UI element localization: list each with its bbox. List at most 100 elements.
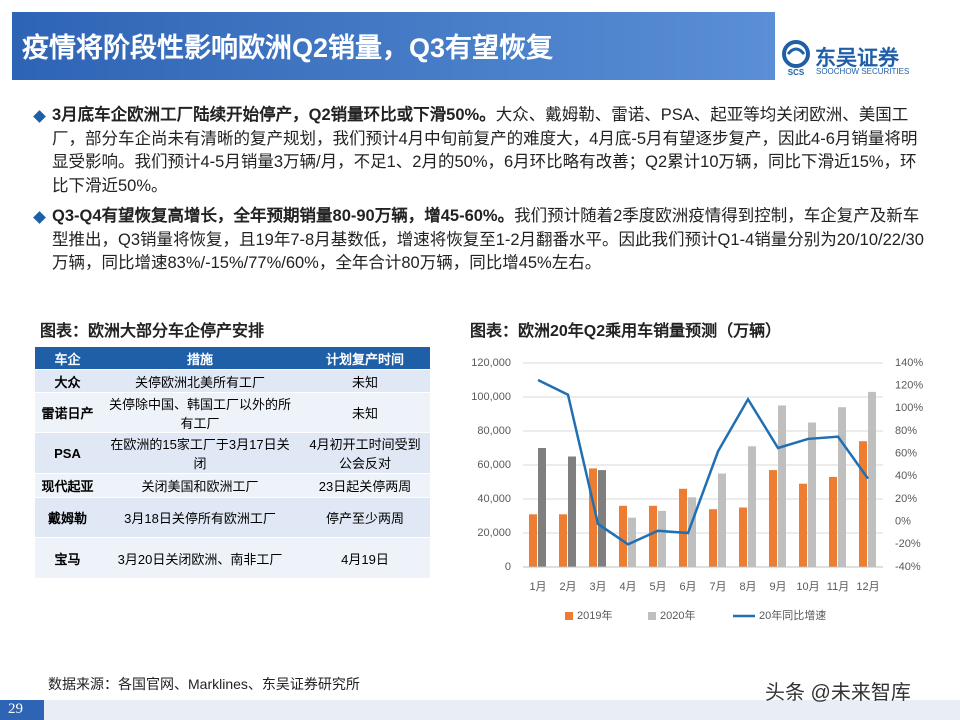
x-tick-label: 12月 bbox=[856, 581, 879, 593]
bullet-icon bbox=[33, 110, 46, 123]
x-tick-label: 3月 bbox=[589, 581, 606, 593]
legend-swatch bbox=[648, 612, 656, 620]
footer-bar bbox=[0, 700, 960, 720]
table-header: 车企 措施 计划复产时间 bbox=[35, 347, 430, 370]
legend-label: 20年同比增速 bbox=[759, 608, 826, 622]
x-tick-label: 4月 bbox=[619, 581, 636, 593]
table-cell: 关停欧洲北美所有工厂 bbox=[100, 369, 300, 393]
table-cell: 4月19日 bbox=[300, 537, 430, 579]
chart: 0 20,000 40,000 60,000 80,000 100,000 120,000 -… bbox=[471, 357, 923, 622]
y-tick-label: 120,000 bbox=[471, 357, 511, 369]
page-tab bbox=[0, 700, 44, 720]
legend-swatch bbox=[565, 612, 573, 620]
title-bar bbox=[12, 12, 775, 80]
bar bbox=[568, 456, 576, 567]
bar bbox=[718, 473, 726, 567]
table-cell: 在欧洲的15家工厂于3月17日关闭 bbox=[100, 432, 300, 474]
bar bbox=[829, 476, 837, 567]
table-cell: 停产至少两周 bbox=[300, 497, 430, 538]
table-cell: 大众 bbox=[35, 369, 100, 393]
table-row: 大众 关停欧洲北美所有工厂 未知 bbox=[35, 369, 430, 393]
x-tick-label: 11月 bbox=[827, 581, 849, 593]
watermark: 头条 @未来智库 bbox=[765, 682, 911, 704]
bar bbox=[529, 514, 537, 567]
y-tick-label: 0 bbox=[505, 561, 511, 573]
table-cell: 未知 bbox=[300, 392, 430, 433]
table-row: 现代起亚 关闭美国和欧洲工厂 23日起关停两周 bbox=[35, 473, 430, 498]
table-cell: 关停除中国、韩国工厂以外的所有工厂 bbox=[100, 392, 300, 433]
bar bbox=[538, 448, 546, 567]
y-tick-label: 20,000 bbox=[477, 527, 511, 539]
table-row: 戴姆勒 3月18日关停所有欧洲工厂 停产至少两周 bbox=[35, 497, 430, 538]
bar bbox=[658, 510, 666, 567]
bar bbox=[679, 488, 687, 567]
bullet: 3月底车企欧洲工厂陆续开始停产，Q2销量环比或下滑50%。大众、戴姆勒、雷诺、P… bbox=[52, 104, 924, 198]
bullet: Q3-Q4有望恢复高增长，全年预期销量80-90万辆，增45-60%。我们预计随… bbox=[52, 205, 924, 276]
bar bbox=[559, 514, 567, 567]
legend-label: 2020年 bbox=[660, 608, 695, 622]
bar bbox=[748, 446, 756, 567]
slide-title: 疫情将阶段性影响欧洲Q2销量，Q3有望恢复 bbox=[22, 33, 554, 63]
bar bbox=[799, 483, 807, 567]
logo-en: SOOCHOW SECURITIES bbox=[816, 67, 910, 76]
table-row: 宝马 3月20日关闭欧洲、南非工厂 4月19日 bbox=[35, 537, 430, 579]
table-cell: 3月20日关闭欧洲、南非工厂 bbox=[100, 537, 300, 579]
bar bbox=[739, 507, 747, 567]
x-tick-label: 6月 bbox=[679, 581, 696, 593]
y2-tick-label: -40% bbox=[895, 561, 921, 573]
bar bbox=[868, 391, 876, 567]
bar bbox=[589, 468, 597, 567]
logo-abbr: SCS bbox=[788, 68, 805, 77]
table-cell: 宝马 bbox=[35, 537, 100, 579]
table-cell: 23日起关停两周 bbox=[300, 473, 430, 498]
table: 车企 措施 计划复产时间 大众 关停欧洲北美所有工厂 未知 雷诺日产 关停除中国、韩国工厂以… bbox=[35, 347, 430, 579]
table-cell: 戴姆勒 bbox=[35, 497, 100, 538]
y2-tick-label: 40% bbox=[895, 470, 917, 482]
y-tick-label: 40,000 bbox=[477, 493, 511, 505]
bullet-text: 我们预计随着2季度欧洲疫情得到控制，车企复产及新车型推出，Q3销量将恢复，且19… bbox=[52, 207, 924, 272]
bar bbox=[688, 497, 696, 567]
y2-tick-label: 120% bbox=[895, 380, 923, 392]
x-tick-label: 5月 bbox=[649, 581, 666, 593]
table-body: 大众 关停欧洲北美所有工厂 未知 雷诺日产 关停除中国、韩国工厂以外的所有工厂 未知 PSA… bbox=[35, 369, 430, 579]
bullet-bold: Q3-Q4有望恢复高增长，全年预期销量80-90万辆，增45-60%。 bbox=[52, 207, 515, 225]
table-row: PSA 在欧洲的15家工厂于3月17日关闭 4月初开工时间受到公会反对 bbox=[35, 432, 430, 474]
y2-tick-label: 140% bbox=[895, 357, 923, 369]
bar bbox=[709, 509, 717, 567]
table-cell: 3月18日关停所有欧洲工厂 bbox=[100, 497, 300, 538]
x-tick-label: 10月 bbox=[796, 581, 819, 593]
bar bbox=[619, 505, 627, 567]
y2-tick-label: 0% bbox=[895, 516, 911, 528]
bar bbox=[769, 470, 777, 567]
chart-title: 图表：欧洲20年Q2乘用车销量预测（万辆） bbox=[470, 323, 782, 340]
table-cell: 关闭美国和欧洲工厂 bbox=[100, 473, 300, 498]
bar bbox=[808, 422, 816, 567]
bullet-icon bbox=[33, 211, 46, 224]
header-cell: 车企 bbox=[35, 347, 100, 370]
y-tick-label: 100,000 bbox=[471, 391, 511, 403]
table-cell: 4月初开工时间受到公会反对 bbox=[300, 432, 430, 474]
y2-tick-label: 20% bbox=[895, 493, 917, 505]
header-cell: 措施 bbox=[100, 347, 300, 370]
y2-tick-label: 100% bbox=[895, 402, 923, 414]
table-cell: 雷诺日产 bbox=[35, 392, 100, 433]
table-title: 图表：欧洲大部分车企停产安排 bbox=[40, 323, 265, 340]
table-cell: 未知 bbox=[300, 369, 430, 393]
y2-tick-label: -20% bbox=[895, 538, 921, 550]
x-tick-label: 2月 bbox=[559, 581, 576, 593]
y-tick-label: 60,000 bbox=[477, 459, 511, 471]
y2-tick-label: 60% bbox=[895, 448, 917, 460]
table-cell: PSA bbox=[35, 432, 100, 474]
x-tick-label: 1月 bbox=[529, 581, 546, 593]
bar bbox=[778, 405, 786, 567]
x-tick-label: 8月 bbox=[739, 581, 756, 593]
logo-icon: SCS bbox=[782, 40, 810, 77]
page-number: 29 bbox=[8, 701, 23, 717]
x-tick-label: 9月 bbox=[769, 581, 786, 593]
table-row: 雷诺日产 关停除中国、韩国工厂以外的所有工厂 未知 bbox=[35, 392, 430, 433]
bar bbox=[598, 470, 606, 567]
y-tick-label: 80,000 bbox=[477, 425, 511, 437]
table-cell: 现代起亚 bbox=[35, 473, 100, 498]
bar bbox=[859, 441, 867, 567]
